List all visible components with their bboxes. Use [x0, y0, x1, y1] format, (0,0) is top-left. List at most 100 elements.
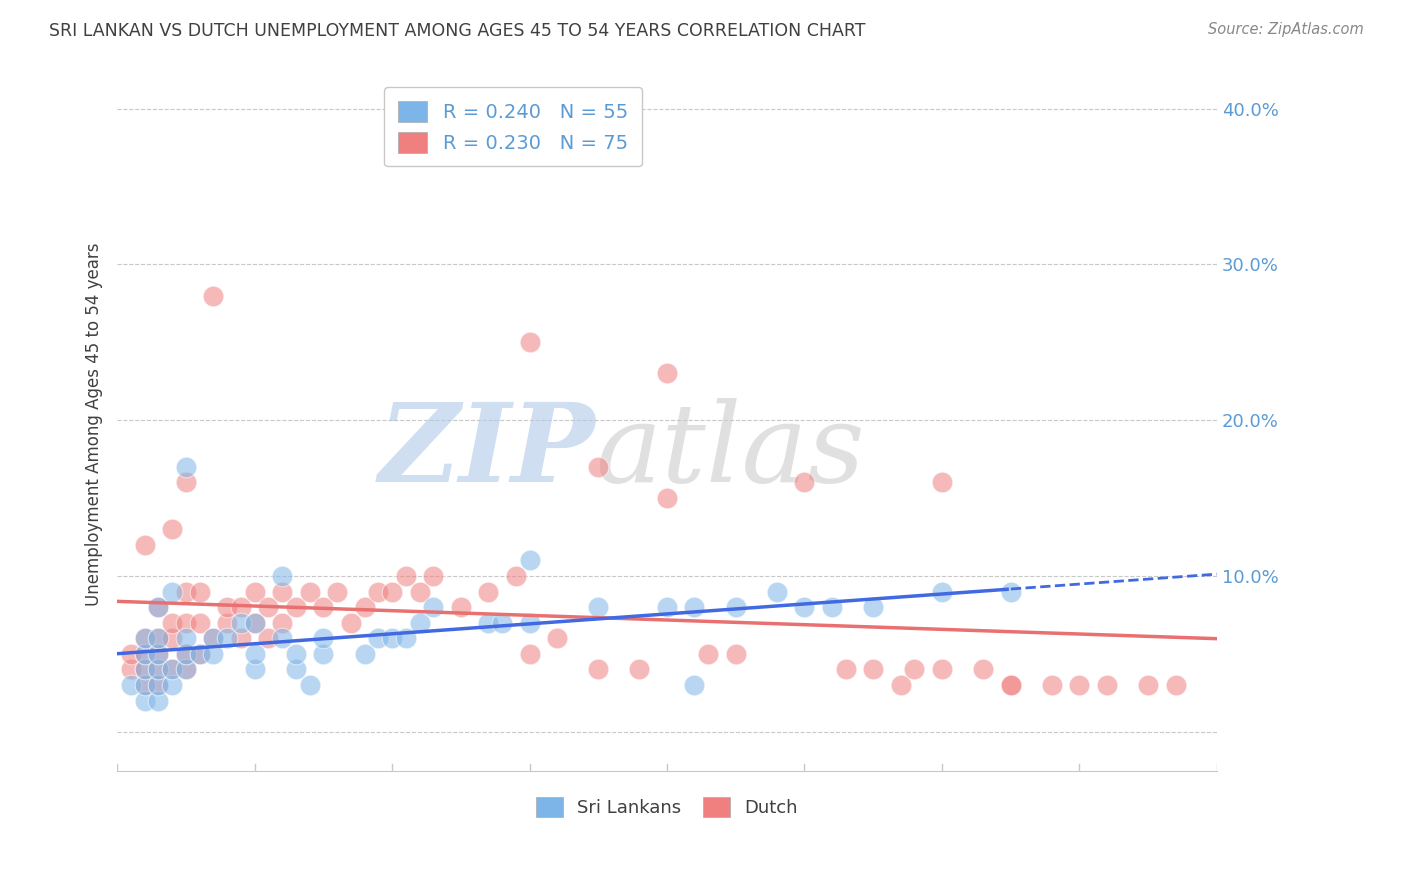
Point [148, 632, 170, 646]
Point [229, 600, 252, 615]
Point [134, 538, 156, 552]
Point [148, 600, 170, 615]
Point [519, 615, 541, 630]
Point [188, 647, 211, 661]
Point [655, 600, 678, 615]
Point [188, 615, 211, 630]
Point [160, 662, 183, 676]
Point [793, 475, 815, 490]
Point [298, 678, 321, 692]
Point [174, 662, 197, 676]
Point [834, 662, 856, 676]
Point [353, 600, 375, 615]
Point [477, 584, 499, 599]
Point [312, 632, 335, 646]
Point [174, 632, 197, 646]
Point [1000, 584, 1022, 599]
Point [271, 615, 294, 630]
Point [1095, 678, 1118, 692]
Point [367, 584, 389, 599]
Point [683, 678, 706, 692]
Point [628, 662, 651, 676]
Point [1040, 678, 1063, 692]
Point [862, 662, 884, 676]
Point [148, 632, 170, 646]
Point [340, 615, 363, 630]
Point [202, 288, 225, 302]
Point [148, 647, 170, 661]
Point [1000, 678, 1022, 692]
Point [148, 693, 170, 707]
Point [450, 600, 472, 615]
Point [931, 584, 953, 599]
Point [284, 647, 307, 661]
Point [160, 522, 183, 536]
Point [134, 662, 156, 676]
Point [134, 678, 156, 692]
Point [477, 615, 499, 630]
Point [972, 662, 994, 676]
Point [793, 600, 815, 615]
Text: ZIP: ZIP [378, 398, 596, 506]
Point [519, 647, 541, 661]
Point [148, 678, 170, 692]
Point [217, 632, 239, 646]
Point [148, 662, 170, 676]
Text: Source: ZipAtlas.com: Source: ZipAtlas.com [1208, 22, 1364, 37]
Point [229, 632, 252, 646]
Point [766, 584, 789, 599]
Text: SRI LANKAN VS DUTCH UNEMPLOYMENT AMONG AGES 45 TO 54 YEARS CORRELATION CHART: SRI LANKAN VS DUTCH UNEMPLOYMENT AMONG A… [49, 22, 866, 40]
Point [257, 632, 280, 646]
Point [160, 662, 183, 676]
Point [408, 584, 430, 599]
Point [148, 647, 170, 661]
Point [174, 647, 197, 661]
Point [519, 335, 541, 350]
Point [243, 647, 266, 661]
Point [243, 615, 266, 630]
Point [655, 491, 678, 505]
Point [271, 632, 294, 646]
Point [422, 600, 444, 615]
Point [134, 632, 156, 646]
Point [353, 647, 375, 661]
Point [546, 632, 568, 646]
Point [724, 647, 747, 661]
Point [284, 662, 307, 676]
Point [120, 678, 142, 692]
Text: atlas: atlas [596, 398, 865, 506]
Point [395, 569, 418, 583]
Point [683, 600, 706, 615]
Point [588, 600, 610, 615]
Point [1164, 678, 1187, 692]
Point [890, 678, 912, 692]
Point [312, 600, 335, 615]
Point [257, 600, 280, 615]
Point [931, 475, 953, 490]
Legend: Sri Lankans, Dutch: Sri Lankans, Dutch [529, 789, 806, 824]
Point [160, 584, 183, 599]
Point [395, 632, 418, 646]
Point [821, 600, 844, 615]
Point [271, 584, 294, 599]
Point [134, 678, 156, 692]
Point [217, 615, 239, 630]
Point [862, 600, 884, 615]
Point [229, 615, 252, 630]
Point [148, 600, 170, 615]
Point [655, 367, 678, 381]
Point [134, 647, 156, 661]
Point [174, 662, 197, 676]
Point [381, 584, 404, 599]
Point [160, 678, 183, 692]
Point [134, 693, 156, 707]
Point [588, 459, 610, 474]
Point [1000, 678, 1022, 692]
Point [298, 584, 321, 599]
Point [217, 600, 239, 615]
Point [588, 662, 610, 676]
Point [505, 569, 527, 583]
Point [312, 647, 335, 661]
Point [202, 632, 225, 646]
Point [202, 647, 225, 661]
